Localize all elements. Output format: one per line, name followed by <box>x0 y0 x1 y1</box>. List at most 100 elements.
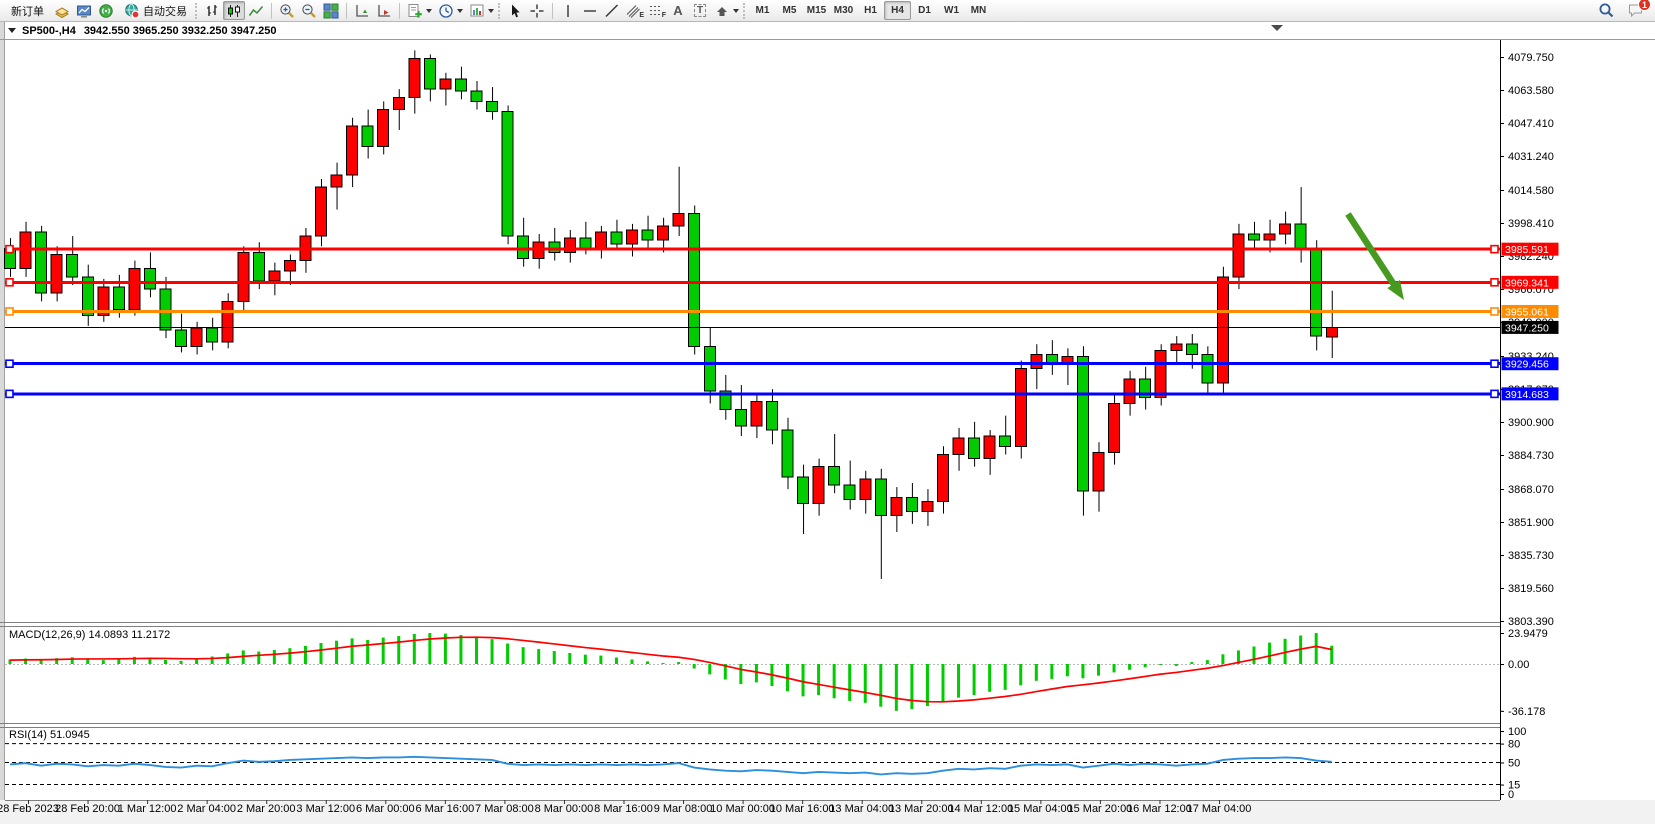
autotrading-label: 自动交易 <box>143 5 187 18</box>
macd-tick-label: -36.178 <box>1508 706 1545 718</box>
toolbar-separator <box>552 2 553 19</box>
tab-timeframe-m30[interactable]: M30 <box>833 5 854 16</box>
text-tool[interactable]: A <box>667 1 689 20</box>
tab-timeframe-mn[interactable]: MN <box>970 5 987 16</box>
trendline-tool[interactable] <box>601 1 623 20</box>
macd-histogram-bar <box>1097 664 1100 676</box>
add-indicator-button[interactable] <box>404 1 435 20</box>
macd-histogram-bar <box>303 645 307 664</box>
tab-timeframe-m5[interactable]: M5 <box>782 5 797 16</box>
tab-timeframe-d1[interactable]: D1 <box>918 5 931 16</box>
chart-ohlc-values: 3942.550 3965.250 3932.250 3947.250 <box>83 24 277 37</box>
candle-body <box>1139 378 1152 398</box>
line-chart-mode-button[interactable] <box>245 1 267 20</box>
candlestick-mode-button[interactable] <box>223 1 245 20</box>
time-tick-label: 6 Mar 00:00 <box>356 803 415 815</box>
period-button[interactable] <box>435 1 466 20</box>
macd-histogram-bar <box>8 659 12 664</box>
annotation-arrow[interactable] <box>1345 212 1404 300</box>
tab-timeframe-m1[interactable]: M1 <box>755 5 770 16</box>
price-tick-label: 4063.580 <box>1508 85 1554 97</box>
chart-shift-icon <box>378 4 390 17</box>
candle-body <box>237 251 250 302</box>
candle-body <box>1154 349 1167 398</box>
chart-monitor-icon <box>77 5 91 18</box>
macd-histogram-bar <box>179 660 183 664</box>
macd-histogram-bar <box>475 636 478 664</box>
horizontal-line-tool[interactable] <box>579 1 601 20</box>
notifications-button[interactable]: 1 <box>1624 0 1651 20</box>
zoom-in-button[interactable] <box>276 1 298 20</box>
macd-histogram-bar <box>1190 662 1194 664</box>
autotrading-button[interactable]: 自动交易 <box>117 1 194 20</box>
notification-badge: 1 <box>1638 0 1651 11</box>
macd-histogram-bar <box>1205 660 1209 664</box>
line-handle[interactable] <box>5 307 14 316</box>
macd-histogram-bar <box>459 635 463 664</box>
line-handle[interactable] <box>5 359 14 369</box>
auto-scroll-button[interactable] <box>351 1 373 20</box>
line-handle[interactable] <box>1490 389 1499 399</box>
macd-histogram-bar <box>257 651 261 664</box>
cursor-button[interactable] <box>504 1 526 20</box>
line-handle[interactable] <box>5 244 14 254</box>
macd-histogram-bar <box>1034 664 1038 681</box>
tile-windows-button[interactable] <box>320 1 342 20</box>
macd-histogram-bar <box>1019 664 1023 686</box>
candle-body <box>315 186 327 237</box>
collapse-icon[interactable] <box>8 28 16 33</box>
line-handle[interactable] <box>1490 278 1499 287</box>
market-watch-button[interactable] <box>73 1 95 20</box>
order-book-button[interactable] <box>51 1 73 20</box>
chart-shift-button[interactable] <box>373 1 395 20</box>
signals-button[interactable] <box>95 1 117 20</box>
tab-timeframe-h4[interactable]: H4 <box>884 1 911 20</box>
search-button[interactable] <box>1595 1 1618 20</box>
rsi-line <box>9 755 1332 776</box>
candle-body <box>719 390 732 411</box>
macd-label: MACD(12,26,9) 14.0893 11.2172 <box>9 629 170 641</box>
candle-body <box>688 213 701 347</box>
candle-body <box>874 478 887 517</box>
line-handle[interactable] <box>1490 359 1499 369</box>
tab-timeframe-w1[interactable]: W1 <box>944 5 959 16</box>
vertical-line-tool[interactable] <box>557 1 579 20</box>
template-icon <box>470 4 484 16</box>
candle-body <box>66 253 79 278</box>
candle-body <box>175 329 188 347</box>
chart-canvas[interactable]: 4079.750 4063.580 4047.410 4031.240 4014.580… <box>0 22 1655 824</box>
arrow-shapes-icon <box>717 6 727 16</box>
price-level-label-box <box>1501 242 1559 256</box>
macd-histogram-bar <box>941 664 945 703</box>
rsi-label: RSI(14) 51.0945 <box>9 729 90 741</box>
text-label-tool[interactable]: T <box>689 1 711 20</box>
line-handle[interactable] <box>5 389 14 399</box>
rsi-tick-label: 80 <box>1508 739 1520 751</box>
time-tick-label: 14 Mar 12:00 <box>948 803 1013 815</box>
channel-tool[interactable]: E <box>623 1 645 20</box>
macd-histogram-bar <box>210 656 214 664</box>
candle-body <box>1092 451 1105 492</box>
macd-histogram-bar <box>70 657 74 664</box>
time-tick-label: 16 Mar 12:00 <box>1127 803 1192 815</box>
macd-histogram-bar <box>148 657 152 664</box>
chart-shift-marker[interactable] <box>1271 25 1283 31</box>
tab-timeframe-h1[interactable]: H1 <box>864 5 877 16</box>
arrows-tool[interactable] <box>711 1 742 20</box>
time-tick-label: 6 Mar 16:00 <box>415 803 474 815</box>
line-handle[interactable] <box>5 278 14 287</box>
templates-button[interactable] <box>466 1 497 20</box>
fibonacci-tool[interactable]: F <box>645 1 667 20</box>
zoom-out-button[interactable] <box>298 1 320 20</box>
candle-body <box>1076 355 1089 492</box>
bar-chart-mode-button[interactable] <box>201 1 223 20</box>
new-order-button[interactable]: 新订单 <box>4 1 51 20</box>
crosshair-icon <box>530 4 544 17</box>
tab-timeframe-m15[interactable]: M15 <box>806 5 827 16</box>
line-handle[interactable] <box>1490 307 1499 316</box>
crosshair-button[interactable] <box>526 1 548 20</box>
trendline-icon <box>605 4 618 17</box>
candle-body <box>143 268 156 290</box>
line-handle[interactable] <box>1490 244 1499 254</box>
